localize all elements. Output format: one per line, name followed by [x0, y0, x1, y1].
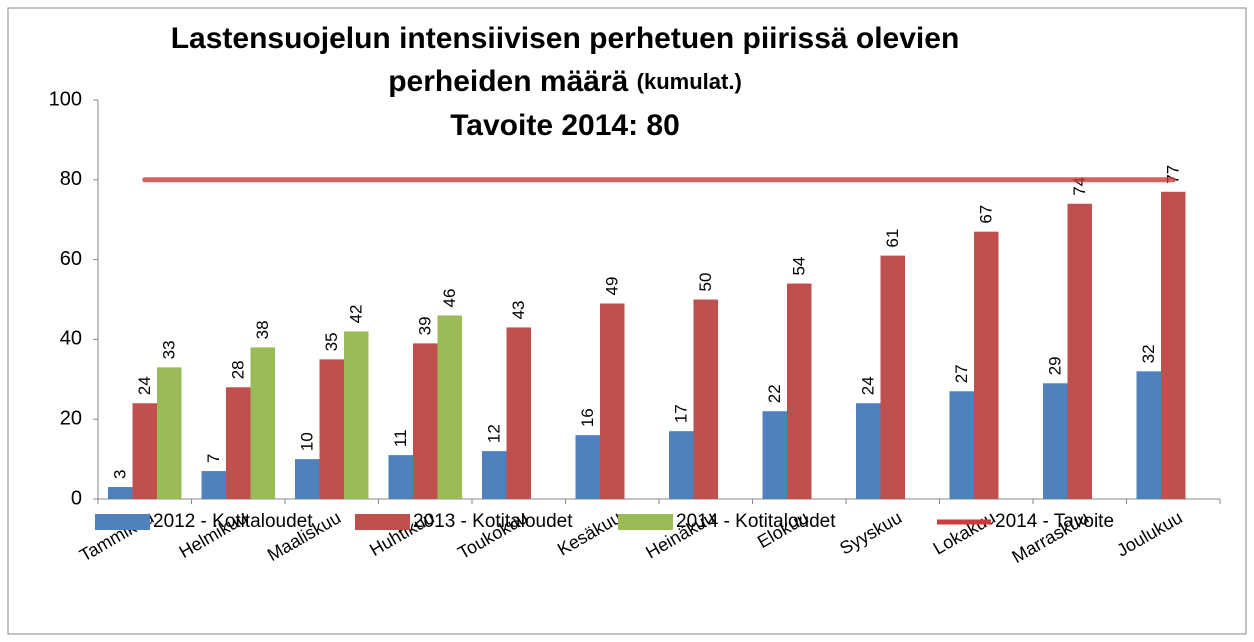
legend-swatch: [618, 514, 673, 530]
bar: [344, 331, 369, 499]
y-tick-label: 60: [60, 248, 82, 270]
data-label: 50: [696, 273, 715, 292]
legend-label: 2014 - Kotitaloudet: [676, 511, 836, 532]
bar: [1043, 383, 1068, 499]
bar: [575, 435, 600, 499]
bar: [974, 231, 999, 500]
data-label: 12: [485, 424, 504, 443]
bar: [693, 299, 718, 499]
data-label: 16: [578, 408, 597, 427]
data-label: 42: [347, 304, 366, 323]
legend-swatch: [95, 514, 150, 530]
bar: [388, 455, 413, 499]
bar: [506, 327, 531, 499]
bar: [132, 403, 157, 499]
data-label: 61: [883, 229, 902, 248]
bar: [250, 347, 275, 499]
bar: [949, 391, 974, 499]
bar: [157, 367, 182, 499]
legend-label: 2012 - Kotitaloudet: [153, 511, 313, 532]
data-label: 10: [298, 432, 317, 451]
chart-title-note: (kumulat.): [637, 69, 742, 94]
y-tick-label: 0: [71, 487, 82, 509]
data-label: 11: [391, 429, 410, 447]
chart-title-part: perheiden määrä: [388, 65, 628, 98]
data-label: 46: [440, 289, 459, 308]
legend-swatch: [355, 514, 410, 530]
data-label: 22: [765, 384, 784, 403]
data-label: 29: [1046, 356, 1065, 375]
y-tick-label: 40: [60, 328, 82, 350]
data-label: 24: [135, 376, 154, 395]
data-label: 27: [952, 364, 971, 383]
chart-subtitle: Tavoite 2014: 80: [450, 109, 680, 142]
data-label: 17: [672, 404, 691, 423]
bar: [762, 411, 787, 499]
data-label: 7: [204, 454, 223, 463]
bar: [108, 487, 133, 499]
data-label: 24: [859, 376, 878, 395]
bar: [319, 359, 344, 499]
bar: [201, 471, 226, 499]
bar: [226, 387, 251, 499]
data-label: 38: [253, 320, 272, 339]
bar: [437, 315, 462, 499]
legend-label: 2014 - Tavoite: [995, 511, 1114, 532]
bar: [787, 283, 812, 499]
data-label: 49: [603, 277, 622, 296]
bar: [856, 403, 881, 499]
data-label: 3: [111, 470, 130, 479]
y-tick-label: 100: [49, 88, 82, 110]
bar: [1161, 191, 1186, 499]
bar: [1136, 371, 1161, 499]
bar: [669, 431, 694, 499]
data-label: 35: [322, 332, 341, 351]
y-tick-label: 20: [60, 407, 82, 429]
data-label: 39: [416, 316, 435, 335]
data-label: 33: [160, 340, 179, 359]
chart-title-line: perheiden määrä (kumulat.): [388, 65, 742, 98]
bar: [482, 451, 507, 499]
bar: [413, 343, 438, 499]
bar: [1067, 203, 1092, 500]
y-tick-label: 80: [60, 168, 82, 190]
chart-title: Lastensuojelun intensiivisen perhetuen p…: [171, 22, 960, 55]
bar: [295, 459, 320, 499]
bar: [880, 255, 905, 499]
data-label: 67: [977, 205, 996, 224]
legend-label: 2013 - Kotitaloudet: [413, 511, 573, 532]
data-label: 54: [790, 257, 809, 276]
data-label: 43: [509, 301, 528, 320]
data-label: 28: [229, 360, 248, 379]
data-label: 32: [1139, 344, 1158, 363]
bar: [600, 303, 625, 499]
